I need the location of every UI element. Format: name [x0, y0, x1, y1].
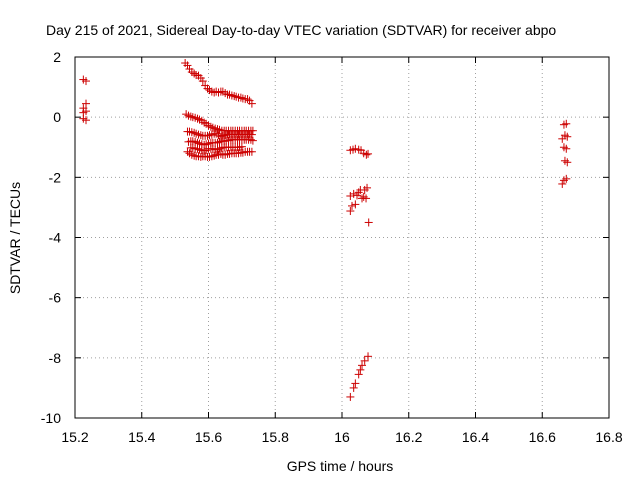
x-tick-label: 15.6: [195, 429, 222, 445]
data-point: [190, 69, 199, 78]
data-point: [206, 122, 215, 131]
data-point: [247, 130, 256, 139]
data-point: [200, 146, 209, 155]
data-point: [82, 116, 91, 125]
data-point: [193, 144, 202, 153]
data-point: [360, 356, 369, 365]
data-point: [562, 144, 571, 153]
data-point: [364, 149, 373, 158]
data-point: [210, 151, 219, 160]
data-point: [563, 132, 572, 141]
data-point: [348, 201, 357, 210]
data-point: [562, 174, 571, 183]
data-point: [346, 191, 355, 200]
data-point: [346, 207, 355, 216]
data-point: [216, 149, 225, 158]
y-tick-label: 2: [53, 49, 61, 65]
data-point: [196, 131, 205, 140]
data-point: [190, 128, 199, 137]
x-tick-label: 16.6: [529, 429, 556, 445]
data-point: [186, 112, 195, 121]
data-point: [203, 131, 212, 140]
y-tick-labels: 2 0 -2 -4 -6 -8 -10: [41, 49, 61, 426]
data-point: [247, 99, 256, 108]
axis-ticks: [74, 56, 610, 419]
x-tick-label: 15.2: [61, 429, 88, 445]
data-point: [356, 365, 365, 374]
data-point: [351, 379, 360, 388]
data-point: [183, 61, 192, 70]
data-point: [364, 218, 373, 227]
y-tick-label: 0: [53, 109, 61, 125]
x-tick-label: 16.2: [395, 429, 422, 445]
data-point: [248, 136, 257, 145]
x-tick-labels: 15.2 15.4 15.6 15.8 16 16.2 16.4 16.6 16.8: [61, 429, 622, 445]
y-tick-label: -8: [49, 350, 62, 366]
data-point: [200, 118, 209, 127]
data-point: [193, 114, 202, 123]
data-point: [236, 93, 245, 102]
data-point: [243, 95, 252, 104]
data-point: [203, 84, 212, 93]
data-point: [237, 142, 246, 151]
data-point: [198, 77, 207, 86]
data-point: [558, 134, 567, 143]
data-point: [230, 92, 239, 101]
data-point: [364, 352, 373, 361]
data-point: [358, 361, 367, 370]
data-point: [349, 383, 358, 392]
y-tick-label: -2: [49, 169, 62, 185]
data-point: [82, 77, 91, 86]
data-point: [362, 194, 371, 203]
data-point: [216, 132, 225, 141]
data-point: [354, 370, 363, 379]
x-tick-label: 15.8: [262, 429, 289, 445]
data-points: [79, 59, 572, 401]
data-point: [351, 144, 360, 153]
data-point: [213, 125, 222, 134]
chart-title: Day 215 of 2021, Sidereal Day-to-day VTE…: [46, 22, 556, 38]
grid: [75, 57, 609, 418]
data-point: [82, 99, 91, 108]
data-point: [563, 158, 572, 167]
x-tick-label: 16.4: [462, 429, 489, 445]
data-point: [349, 189, 358, 198]
data-point: [363, 183, 372, 192]
data-point: [246, 135, 255, 144]
data-point: [247, 147, 256, 156]
y-tick-label: -4: [49, 230, 62, 246]
data-point: [82, 107, 91, 116]
data-point: [196, 152, 205, 161]
data-point: [351, 200, 360, 209]
data-point: [562, 119, 571, 128]
data-point: [183, 147, 192, 156]
x-tick-label: 15.4: [128, 429, 155, 445]
y-tick-label: -10: [41, 410, 61, 426]
y-tick-label: -6: [49, 290, 62, 306]
data-point: [248, 126, 257, 135]
data-point: [362, 150, 371, 159]
data-point: [190, 151, 199, 160]
data-point: [213, 145, 222, 154]
data-point: [346, 392, 355, 401]
x-tick-label: 16.8: [595, 429, 622, 445]
x-axis-title: GPS time / hours: [287, 458, 394, 474]
data-point: [213, 138, 222, 147]
y-axis-title: SDTVAR / TECUs: [7, 182, 23, 294]
x-tick-label: 16: [334, 429, 350, 445]
data-point: [558, 179, 567, 188]
